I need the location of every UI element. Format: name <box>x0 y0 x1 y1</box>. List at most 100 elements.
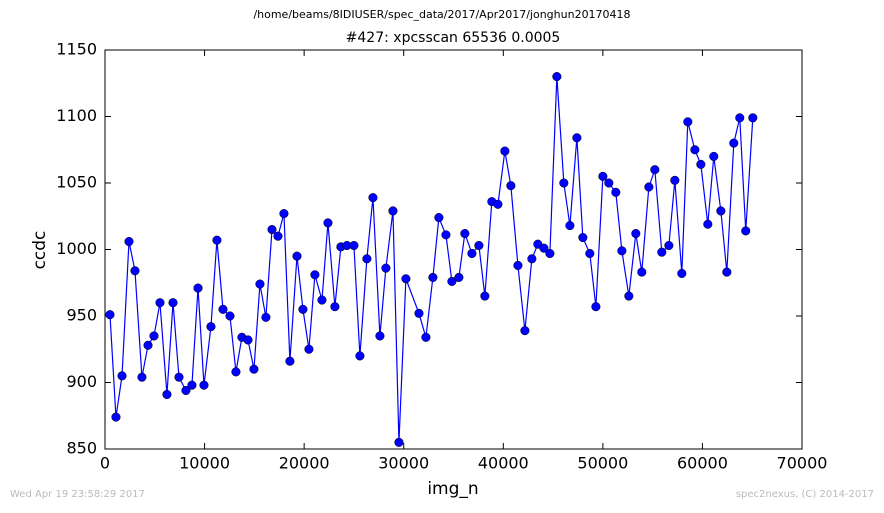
data-point <box>690 145 700 155</box>
data-point <box>611 187 621 197</box>
data-point <box>310 270 320 280</box>
data-point <box>143 340 153 350</box>
y-tick-label: 1150 <box>56 40 97 59</box>
data-point <box>703 219 713 229</box>
data-point <box>187 380 197 390</box>
data-point <box>624 291 634 301</box>
x-axis-label: img_n <box>427 479 478 499</box>
data-point <box>105 310 115 320</box>
data-point <box>111 412 121 422</box>
data-point <box>149 331 159 341</box>
y-tick-label: 1000 <box>56 239 97 258</box>
data-point <box>722 267 732 277</box>
data-point <box>617 246 627 256</box>
data-point <box>696 159 706 169</box>
data-point <box>137 372 147 382</box>
data-point <box>585 248 595 259</box>
data-point <box>349 240 359 251</box>
x-tick-label: 70000 <box>777 454 828 473</box>
data-point <box>388 206 398 216</box>
footer-date: Wed Apr 19 23:58:29 2017 <box>10 489 145 500</box>
data-point <box>447 276 457 286</box>
y-axis-label: ccdc <box>30 231 50 270</box>
data-point <box>231 367 241 377</box>
data-point <box>709 151 719 161</box>
data-point <box>355 351 365 361</box>
data-point <box>212 235 222 245</box>
data-point <box>267 225 277 235</box>
data-point <box>441 230 451 240</box>
data-point <box>480 291 490 301</box>
data-point <box>292 251 302 261</box>
data-point <box>193 283 203 293</box>
data-point <box>572 133 582 143</box>
data-point <box>124 236 134 247</box>
data-point <box>598 171 608 181</box>
data-point <box>500 146 510 156</box>
data-point <box>591 302 601 312</box>
data-point <box>168 298 178 308</box>
data-point <box>716 206 726 216</box>
x-tick-label: 30000 <box>378 454 429 473</box>
y-tick-label: 1100 <box>56 106 97 125</box>
data-point <box>298 304 308 314</box>
file-path: /home/beams/8IDIUSER/spec_data/2017/Apr2… <box>253 8 630 21</box>
data-point <box>243 335 253 345</box>
y-tick-label: 950 <box>66 306 97 325</box>
x-tick-label: 0 <box>100 454 110 473</box>
data-point <box>644 182 654 192</box>
data-point <box>225 311 235 321</box>
data-point <box>434 213 444 223</box>
data-point <box>670 175 680 185</box>
data-point <box>199 380 209 390</box>
data-point <box>748 113 758 123</box>
data-point <box>381 263 391 273</box>
data-point <box>261 312 271 322</box>
data-point <box>513 260 523 271</box>
data-point <box>285 356 295 366</box>
data-point <box>506 181 516 191</box>
data-point <box>741 226 751 236</box>
x-tick-label: 20000 <box>279 454 330 473</box>
x-tick-label: 60000 <box>677 454 728 473</box>
data-point <box>604 178 614 188</box>
data-point <box>181 385 191 396</box>
data-point <box>474 240 484 251</box>
data-point <box>631 228 641 239</box>
x-tick-label: 50000 <box>577 454 628 473</box>
data-point <box>565 221 575 231</box>
data-point <box>527 254 537 264</box>
data-point <box>174 372 184 382</box>
data-point <box>414 308 424 318</box>
plot-frame <box>104 49 803 450</box>
data-point <box>493 199 503 209</box>
data-point <box>559 178 569 188</box>
data-point <box>520 326 530 336</box>
data-point <box>539 243 549 253</box>
data-point <box>249 364 259 374</box>
data-point <box>683 117 693 127</box>
data-point <box>460 228 470 239</box>
data-point <box>428 272 438 282</box>
y-tick-label: 1050 <box>56 173 97 192</box>
data-point <box>421 332 431 342</box>
data-point <box>368 193 378 203</box>
data-line <box>109 76 754 443</box>
data-point <box>218 304 228 314</box>
data-point <box>330 302 340 312</box>
data-point <box>273 231 283 241</box>
data-point <box>735 113 745 123</box>
data-point <box>578 232 588 243</box>
data-point <box>375 331 385 341</box>
data-point <box>650 165 660 175</box>
data-point <box>130 266 140 276</box>
data-point <box>394 437 404 447</box>
data-point <box>117 371 127 381</box>
data-point <box>162 389 172 400</box>
data-point <box>664 240 674 251</box>
data-point <box>677 268 687 278</box>
data-point <box>552 72 562 82</box>
y-tick-label: 850 <box>66 439 97 458</box>
